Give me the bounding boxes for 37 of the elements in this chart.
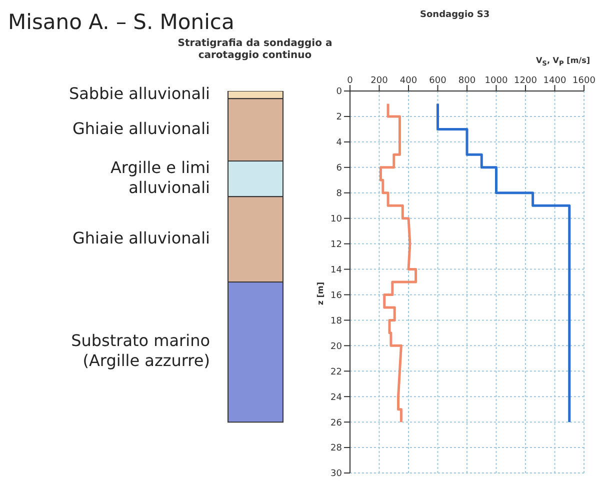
y-tick-label: 0 <box>336 87 342 98</box>
y-tick-label: 10 <box>330 214 342 225</box>
y-tick-label: 8 <box>336 189 342 200</box>
series-label: Ghiaie alluvionali <box>72 119 210 138</box>
x-tick-label: 200 <box>370 76 388 86</box>
y-tick-label: 26 <box>330 418 342 428</box>
chart-title: Misano A. – S. Monica <box>8 10 234 34</box>
y-tick-label: 24 <box>330 392 342 403</box>
x-axis-title: V$_{S}$, V$_{P}$ [m/s] <box>536 56 590 68</box>
series-label: Substrato marino (Argille azzurre) <box>71 331 210 370</box>
chart-title: Sondaggio S3 <box>420 10 490 20</box>
series-label: Argille e limi alluvionali <box>110 158 210 198</box>
line-series <box>436 102 571 424</box>
y-tick-label: 30 <box>330 469 342 480</box>
y-tick-label: 22 <box>330 367 342 378</box>
y-tick-label: 2 <box>336 112 342 123</box>
x-tick-label: 1000 <box>484 76 508 86</box>
line-series <box>379 102 418 424</box>
y-tick-label: 12 <box>330 240 342 250</box>
x-tick-label: 1600 <box>572 76 596 86</box>
x-tick-label: 600 <box>429 76 447 86</box>
x-tick-label: 400 <box>400 76 418 86</box>
x-tick-label: 1400 <box>543 76 566 86</box>
y-tick-label: 18 <box>330 316 342 326</box>
series-label: Sabbie alluvionali <box>68 84 210 104</box>
y-axis-title: z [m] <box>316 282 325 306</box>
y-tick-label: 20 <box>330 342 342 352</box>
y-tick-label: 14 <box>330 265 342 276</box>
chart-subtitle: Stratigrafia da sondaggio a carotaggio continuo <box>176 38 334 62</box>
y-tick-label: 28 <box>330 444 342 454</box>
series-label: Ghiaie alluvionali <box>72 228 210 248</box>
x-tick-label: 800 <box>458 76 476 86</box>
x-tick-label: 0 <box>347 76 354 86</box>
y-tick-label: 6 <box>336 164 342 174</box>
y-tick-label: 4 <box>336 138 342 148</box>
y-tick-label: 16 <box>330 290 342 301</box>
x-tick-label: 1200 <box>514 76 538 86</box>
